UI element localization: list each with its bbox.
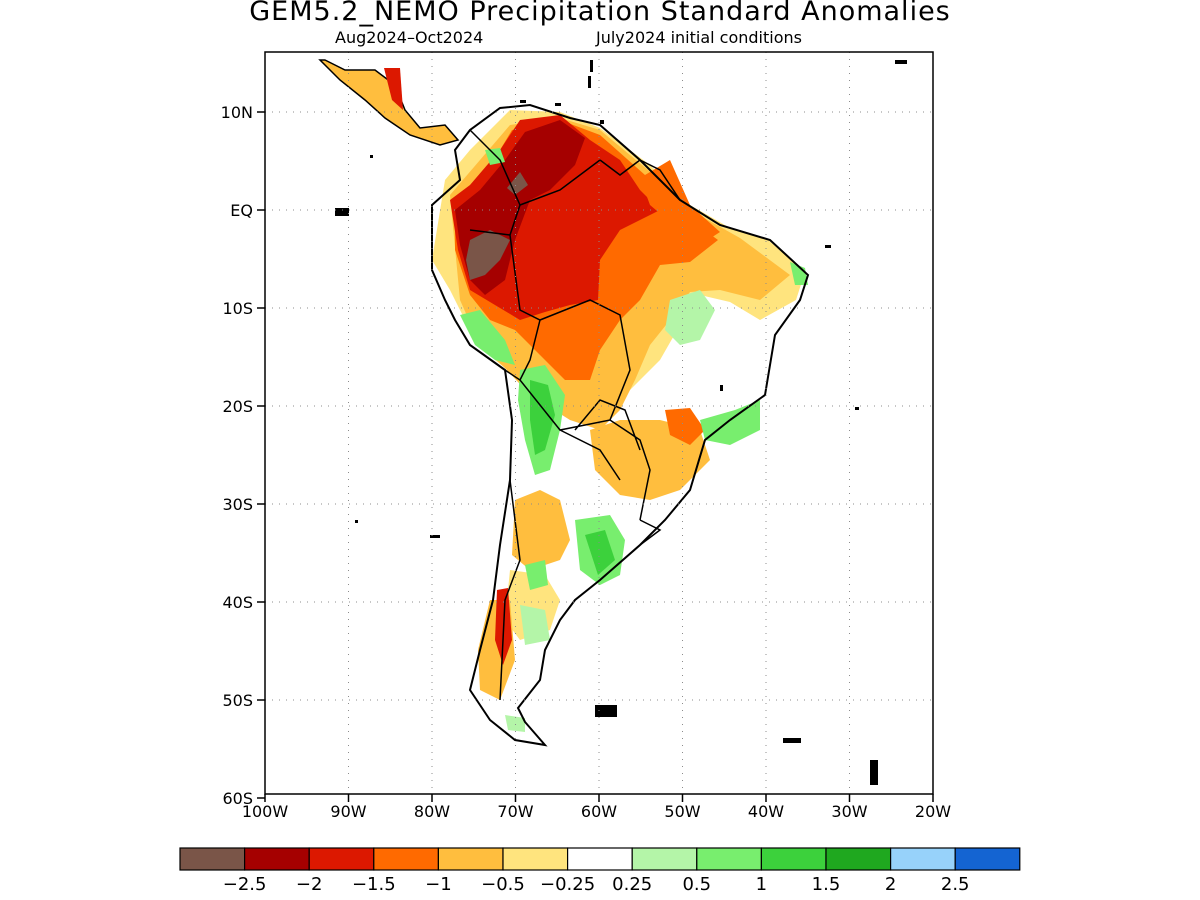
lat-tick-label: 10N xyxy=(221,103,253,122)
colorbar-label: 1 xyxy=(756,874,767,895)
colorbar-label: −0.25 xyxy=(540,874,595,895)
anomaly-green-uruguay-core xyxy=(585,530,615,575)
colorbar-swatch xyxy=(825,847,892,871)
lat-tick-label: 40S xyxy=(222,593,253,612)
lon-tick-label: 20W xyxy=(915,802,951,821)
colorbar-swatch xyxy=(179,847,246,871)
colorbar-swatch xyxy=(308,847,375,871)
caribbean-islands xyxy=(335,60,907,785)
lon-tick-label: 90W xyxy=(330,802,366,821)
colorbar-label: 0.5 xyxy=(682,874,711,895)
anomaly-green-ne-tip xyxy=(790,262,808,285)
anomaly-green-peru xyxy=(460,310,515,365)
lat-tick-label: 50S xyxy=(222,691,253,710)
colorbar-label: −0.5 xyxy=(481,874,525,895)
colorbar-swatch xyxy=(760,847,827,871)
lon-tick-label: 80W xyxy=(414,802,450,821)
lat-tick-label: 30S xyxy=(222,495,253,514)
country-borders xyxy=(469,129,681,701)
colorbar-label: −2 xyxy=(296,874,323,895)
colorbar-swatch xyxy=(437,847,504,871)
lon-tick-label: 100W xyxy=(242,802,289,821)
colorbar-swatch xyxy=(244,847,310,871)
lat-tick-label: 10S xyxy=(222,299,253,318)
colorbar-swatch xyxy=(631,847,698,871)
anomaly-extreme-dry xyxy=(466,230,510,280)
chart-title: GEM5.2_NEMO Precipitation Standard Anoma… xyxy=(249,0,951,27)
central-america xyxy=(318,59,460,146)
map-field xyxy=(318,59,907,785)
colorbar-swatch xyxy=(373,847,439,871)
colorbar-label: 2 xyxy=(885,874,896,895)
dotted-gridlines xyxy=(265,52,933,794)
colorbar-label: −1.5 xyxy=(352,874,396,895)
anomaly-green-patagonia xyxy=(520,605,550,645)
colorbar-label: 2.5 xyxy=(941,874,970,895)
colorbar-swatch xyxy=(696,847,762,871)
colorbar-swatch xyxy=(502,847,569,871)
colorbar-label: 0.25 xyxy=(612,874,652,895)
lon-tick-label: 50W xyxy=(664,802,700,821)
lon-tick-label: 60W xyxy=(581,802,617,821)
anomaly-green-tierra xyxy=(505,715,525,732)
anomaly-green-bolivia-core xyxy=(530,380,555,455)
lat-tick-label: 20S xyxy=(222,397,253,416)
lon-tick-label: 30W xyxy=(831,802,867,821)
central-america-dry xyxy=(384,68,403,110)
colorbar-swatch xyxy=(954,847,1021,871)
subtitle-period: Aug2024–Oct2024 xyxy=(335,28,484,47)
colorbar-swatch xyxy=(566,847,633,871)
lon-tick-label: 70W xyxy=(497,802,533,821)
colorbar-label: −1 xyxy=(425,874,452,895)
anomaly-sbrazil-deep xyxy=(665,408,705,445)
subtitle-initial-conditions: July2024 initial conditions xyxy=(596,28,802,47)
colorbar-label: −2.5 xyxy=(223,874,267,895)
lon-tick-label: 40W xyxy=(748,802,784,821)
colorbar-label: 1.5 xyxy=(812,874,841,895)
lat-tick-label: EQ xyxy=(230,201,253,220)
colorbar-swatch xyxy=(889,847,956,871)
anomaly-green-argentina xyxy=(525,560,548,590)
colorbar: −2.5 −2 −1.5 −1 −0.5 −0.25 0.25 0.5 1 1.5 2 2.5 xyxy=(179,847,1021,895)
lat-tick-label: 60S xyxy=(222,789,253,808)
anomaly-green-se-brazil xyxy=(700,400,760,445)
anomaly-green-ne-brazil xyxy=(665,290,715,345)
anomaly-argentina-orange xyxy=(512,490,570,570)
